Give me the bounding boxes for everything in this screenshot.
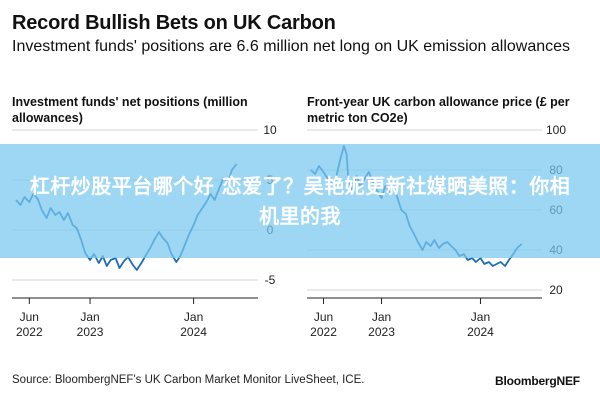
overlay-banner: 杠杆炒股平台哪个好 恋爱了？吴艳妮更新社媒晒美照：你相机里的我 [0,144,600,258]
overlay-text: 杠杆炒股平台哪个好 恋爱了？吴艳妮更新社媒晒美照：你相机里的我 [29,174,571,228]
left-x-tick-label: Jan 2024 [180,310,207,339]
left-chart-title: Investment funds' net positions (million… [12,95,248,125]
right-y-tick-label: 100 [546,123,566,137]
left-y-tick-label: -5 [265,273,276,287]
left-y-tick-label: 10 [263,123,277,137]
left-x-tick-label: Jun 2022 [16,310,43,339]
page-subtitle: Investment funds' positions are 6.6 mill… [12,38,571,55]
brand-logo: BloombergNEF [495,374,580,388]
right-x-tick-label: Jun 2022 [310,310,337,339]
source-note: Source: BloombergNEF's UK Carbon Market … [12,374,365,386]
right-x-tick-label: Jan 2023 [368,310,395,339]
left-x-tick-label: Jan 2023 [77,310,104,339]
page-title: Record Bullish Bets on UK Carbon [12,12,336,34]
right-x-tick-label: Jan 2024 [467,310,494,339]
right-y-tick-label: 20 [549,283,563,297]
right-chart-title: Front-year UK carbon allowance price (£ … [307,95,570,125]
